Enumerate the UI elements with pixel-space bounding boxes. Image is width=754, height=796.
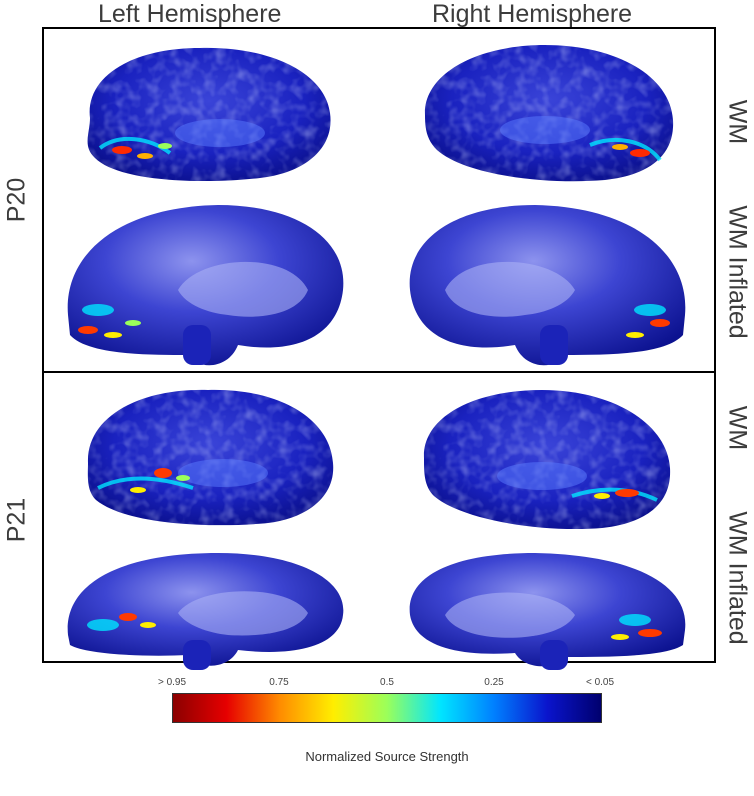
row-label-p21-wm-inflated: WM Inflated [723,511,752,645]
colorbar-tick: > 0.95 [157,677,187,688]
colorbar-tick: 0.25 [484,677,504,688]
colorbar-tick: 0.5 [380,677,394,688]
colorbar-tick: < 0.05 [585,677,615,688]
brain-p20-inflated-right [409,205,686,366]
brain-p21-inflated-left [67,553,344,670]
brain-p20-wm-right [424,45,674,182]
row-label-p20-wm: WM [723,99,752,145]
brain-p21-wm-right [423,390,671,530]
row-label-p21-wm: WM [723,405,752,451]
left-hemisphere-header: Left Hemisphere [98,0,282,28]
subject-label-p21: P21 [2,497,31,543]
row-label-p20-wm-inflated: WM Inflated [723,205,752,339]
brain-p21-wm-left [87,389,334,526]
colorbar-title: Normalized Source Strength [305,749,469,764]
brain-p21-inflated-right [409,553,686,670]
right-hemisphere-header: Right Hemisphere [432,0,633,28]
brain-p20-inflated-left [67,205,344,366]
brain-p20-wm-left [87,47,331,182]
colorbar [172,693,602,723]
subject-label-p20: P20 [2,177,31,223]
colorbar-tick: 0.75 [269,677,289,688]
